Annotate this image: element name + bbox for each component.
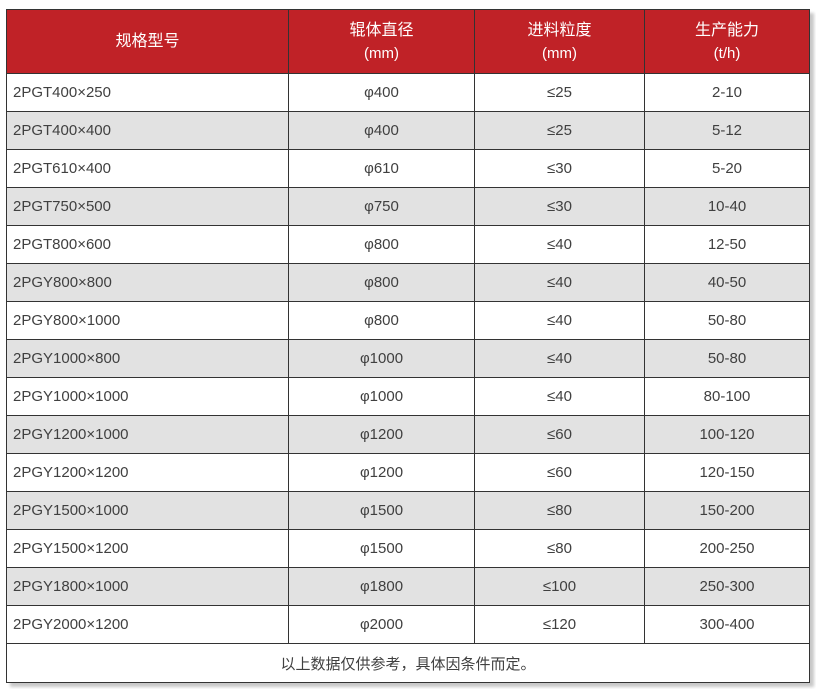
spec-table-body: 2PGT400×250 φ400 ≤25 2-10 2PGT400×400 φ400 ≤25… — [6, 73, 810, 644]
roller-diameter-cell: φ1000 — [288, 339, 475, 378]
feed-size-cell: ≤100 — [474, 567, 645, 606]
capacity-cell: 80-100 — [644, 377, 810, 416]
feed-size-cell: ≤80 — [474, 491, 645, 530]
feed-size-cell: ≤120 — [474, 605, 645, 644]
spec-row: 2PGY1200×1200 φ1200 ≤60 120-150 — [6, 453, 810, 492]
spec-row: 2PGY800×1000 φ800 ≤40 50-80 — [6, 301, 810, 340]
header-cell-roller-diameter: 辊体直径 (mm) — [288, 9, 475, 74]
feed-size-cell: ≤60 — [474, 415, 645, 454]
header-roller-diameter-unit: (mm) — [364, 44, 399, 62]
capacity-cell: 100-120 — [644, 415, 810, 454]
feed-size-cell: ≤40 — [474, 301, 645, 340]
roller-diameter-cell: φ400 — [288, 73, 475, 112]
roller-diameter-cell: φ800 — [288, 301, 475, 340]
roller-diameter-cell: φ1200 — [288, 453, 475, 492]
model-cell: 2PGY800×800 — [6, 263, 289, 302]
header-capacity-unit: (t/h) — [713, 44, 741, 62]
model-cell: 2PGY1500×1000 — [6, 491, 289, 530]
capacity-cell: 50-80 — [644, 339, 810, 378]
spec-row: 2PGY1200×1000 φ1200 ≤60 100-120 — [6, 415, 810, 454]
model-cell: 2PGT800×600 — [6, 225, 289, 264]
roller-diameter-cell: φ400 — [288, 111, 475, 150]
capacity-cell: 300-400 — [644, 605, 810, 644]
capacity-cell: 120-150 — [644, 453, 810, 492]
model-cell: 2PGY800×1000 — [6, 301, 289, 340]
capacity-cell: 250-300 — [644, 567, 810, 606]
header-cell-feed-size: 进料粒度 (mm) — [474, 9, 645, 74]
feed-size-cell: ≤40 — [474, 377, 645, 416]
header-model-title: 规格型号 — [115, 32, 180, 50]
model-cell: 2PGY1200×1200 — [6, 453, 289, 492]
feed-size-cell: ≤80 — [474, 529, 645, 568]
spec-table: 规格型号 辊体直径 (mm) 进料粒度 (mm) 生产能力 (t/h) 2PGT… — [6, 9, 810, 683]
spec-row: 2PGT400×250 φ400 ≤25 2-10 — [6, 73, 810, 112]
spec-row: 2PGT610×400 φ610 ≤30 5-20 — [6, 149, 810, 188]
capacity-cell: 10-40 — [644, 187, 810, 226]
roller-diameter-cell: φ800 — [288, 263, 475, 302]
feed-size-cell: ≤30 — [474, 187, 645, 226]
header-capacity-title: 生产能力 — [694, 21, 759, 39]
spec-row: 2PGY800×800 φ800 ≤40 40-50 — [6, 263, 810, 302]
feed-size-cell: ≤25 — [474, 73, 645, 112]
feed-size-cell: ≤40 — [474, 339, 645, 378]
capacity-cell: 5-20 — [644, 149, 810, 188]
spec-row: 2PGY1000×1000 φ1000 ≤40 80-100 — [6, 377, 810, 416]
header-feed-size-title: 进料粒度 — [527, 21, 592, 39]
model-cell: 2PGT400×400 — [6, 111, 289, 150]
model-cell: 2PGY2000×1200 — [6, 605, 289, 644]
spec-row: 2PGT800×600 φ800 ≤40 12-50 — [6, 225, 810, 264]
roller-diameter-cell: φ610 — [288, 149, 475, 188]
feed-size-cell: ≤60 — [474, 453, 645, 492]
header-row: 规格型号 辊体直径 (mm) 进料粒度 (mm) 生产能力 (t/h) — [6, 9, 810, 74]
capacity-cell: 12-50 — [644, 225, 810, 264]
roller-diameter-cell: φ800 — [288, 225, 475, 264]
capacity-cell: 40-50 — [644, 263, 810, 302]
header-cell-model: 规格型号 — [6, 9, 289, 74]
footer-row: 以上数据仅供参考，具体因条件而定。 — [6, 643, 810, 683]
spec-row: 2PGY2000×1200 φ2000 ≤120 300-400 — [6, 605, 810, 644]
model-cell: 2PGY1000×1000 — [6, 377, 289, 416]
capacity-cell: 200-250 — [644, 529, 810, 568]
footer-note: 以上数据仅供参考，具体因条件而定。 — [6, 643, 810, 683]
feed-size-cell: ≤40 — [474, 225, 645, 264]
feed-size-cell: ≤40 — [474, 263, 645, 302]
model-cell: 2PGY1000×800 — [6, 339, 289, 378]
model-cell: 2PGY1200×1000 — [6, 415, 289, 454]
header-roller-diameter-title: 辊体直径 — [349, 21, 414, 39]
roller-diameter-cell: φ750 — [288, 187, 475, 226]
spec-row: 2PGY1000×800 φ1000 ≤40 50-80 — [6, 339, 810, 378]
model-cell: 2PGT750×500 — [6, 187, 289, 226]
feed-size-cell: ≤30 — [474, 149, 645, 188]
roller-diameter-cell: φ1500 — [288, 529, 475, 568]
feed-size-cell: ≤25 — [474, 111, 645, 150]
header-cell-capacity: 生产能力 (t/h) — [644, 9, 810, 74]
model-cell: 2PGY1800×1000 — [6, 567, 289, 606]
model-cell: 2PGT610×400 — [6, 149, 289, 188]
model-cell: 2PGY1500×1200 — [6, 529, 289, 568]
capacity-cell: 50-80 — [644, 301, 810, 340]
spec-row: 2PGT400×400 φ400 ≤25 5-12 — [6, 111, 810, 150]
roller-diameter-cell: φ1800 — [288, 567, 475, 606]
roller-diameter-cell: φ1000 — [288, 377, 475, 416]
capacity-cell: 150-200 — [644, 491, 810, 530]
header-feed-size-unit: (mm) — [542, 44, 577, 62]
spec-row: 2PGT750×500 φ750 ≤30 10-40 — [6, 187, 810, 226]
capacity-cell: 5-12 — [644, 111, 810, 150]
roller-diameter-cell: φ1200 — [288, 415, 475, 454]
model-cell: 2PGT400×250 — [6, 73, 289, 112]
capacity-cell: 2-10 — [644, 73, 810, 112]
spec-row: 2PGY1500×1200 φ1500 ≤80 200-250 — [6, 529, 810, 568]
spec-row: 2PGY1800×1000 φ1800 ≤100 250-300 — [6, 567, 810, 606]
roller-diameter-cell: φ1500 — [288, 491, 475, 530]
roller-diameter-cell: φ2000 — [288, 605, 475, 644]
spec-row: 2PGY1500×1000 φ1500 ≤80 150-200 — [6, 491, 810, 530]
